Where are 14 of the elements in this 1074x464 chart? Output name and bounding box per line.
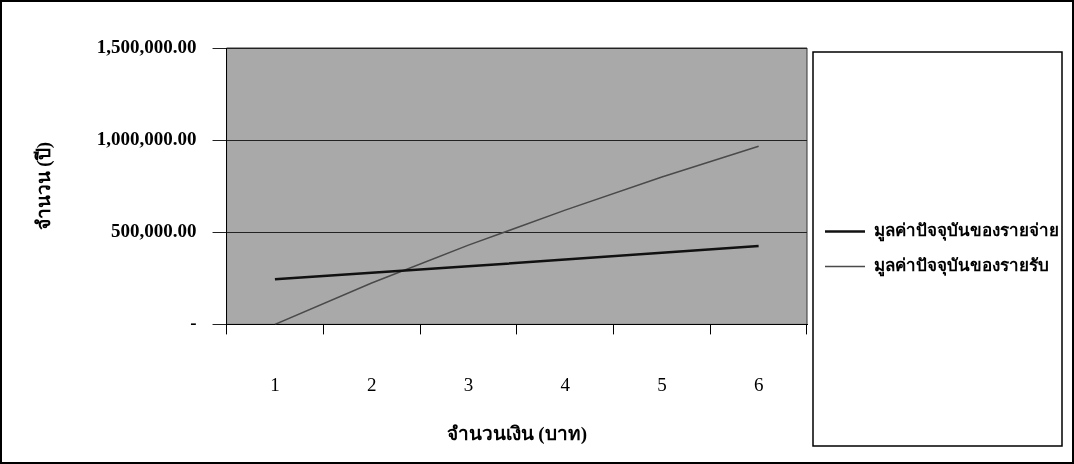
y-tick-label: 1,500,000.00 xyxy=(96,35,197,57)
x-tick-label: 1 xyxy=(270,373,280,395)
legend-label: มูลค่าปัจจุบันของรายจ่าย xyxy=(873,220,1059,242)
y-axis-title: จำนวน (ปี) xyxy=(33,142,56,231)
x-tick-label: 3 xyxy=(463,373,474,395)
y-tick-label: 1,000,000.00 xyxy=(96,128,197,150)
y-tick-label: - xyxy=(190,312,197,334)
x-tick-label: 4 xyxy=(560,373,571,395)
x-axis-title: จำนวนเงิน (บาท) xyxy=(446,422,587,445)
legend-label: มูลค่าปัจจุบันของรายรับ xyxy=(873,255,1049,277)
y-tick-label: 500,000.00 xyxy=(111,220,197,242)
x-tick-label: 6 xyxy=(753,373,764,395)
x-tick-label: 5 xyxy=(657,373,667,395)
x-tick-label: 2 xyxy=(366,373,377,395)
